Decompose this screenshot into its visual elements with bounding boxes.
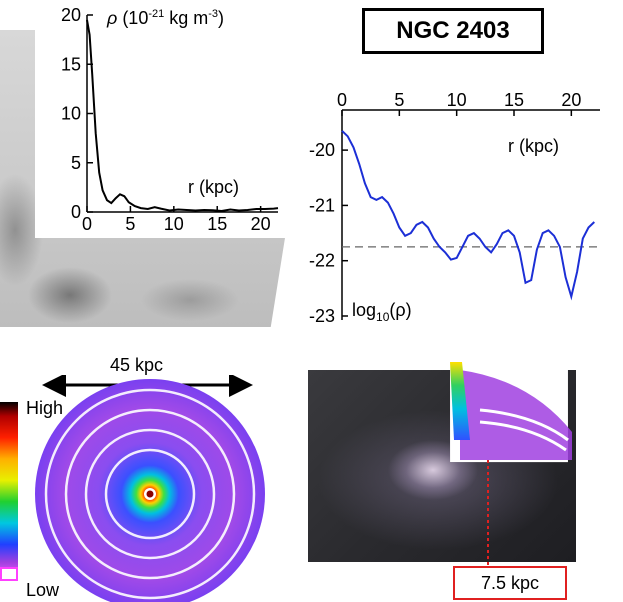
density-y-tick-label: 15 bbox=[61, 54, 81, 74]
log-y-tick-label: -20 bbox=[309, 140, 335, 160]
log-xlabel: r (kpc) bbox=[508, 136, 559, 156]
log-y-tick-label: -23 bbox=[309, 306, 335, 326]
disk-ring bbox=[104, 448, 196, 540]
figure-title: NGC 2403 bbox=[362, 8, 544, 54]
log-x-tick-label: 10 bbox=[447, 90, 467, 110]
log-x-tick-label: 15 bbox=[504, 90, 524, 110]
density-x-tick-label: 20 bbox=[251, 214, 271, 234]
log-x-tick-label: 5 bbox=[394, 90, 404, 110]
log-density-plot: -20 -21 -22 -23 0 5 10 15 20 r (kpc) log10(ρ) bbox=[309, 90, 600, 326]
density-xlabel: r (kpc) bbox=[188, 177, 239, 197]
density-plot: 20 15 10 5 0 0 5 10 15 20 ρ (10-21 kg m-3) r (kp… bbox=[35, 0, 285, 238]
density-y-tick-label: 5 bbox=[71, 153, 81, 173]
disk-ring bbox=[84, 428, 216, 560]
density-y-tick-label: 20 bbox=[61, 5, 81, 25]
disk-core bbox=[146, 490, 154, 498]
density-x-tick-label: 5 bbox=[125, 214, 135, 234]
density-y-tick-label: 10 bbox=[61, 104, 81, 124]
overlay-ring bbox=[479, 408, 569, 442]
photo-overlay bbox=[450, 362, 572, 460]
log-y-tick-label: -22 bbox=[309, 251, 335, 271]
colorbar-high-label: High bbox=[26, 398, 64, 418]
colorbar-low-label: Low bbox=[26, 580, 60, 600]
density-y-tick-label: 0 bbox=[71, 202, 81, 222]
log-ylabel: log10(ρ) bbox=[352, 300, 412, 324]
density-curve bbox=[86, 19, 279, 213]
log-x-tick-label: 20 bbox=[561, 90, 581, 110]
disk-panel bbox=[0, 375, 265, 602]
log-y-tick-label: -21 bbox=[309, 195, 335, 215]
density-x-tick-label: 15 bbox=[207, 214, 227, 234]
density-ylabel: ρ (10-21 kg m-3) bbox=[106, 8, 224, 28]
log-x-tick-label: 0 bbox=[337, 90, 347, 110]
density-x-tick-label: 0 bbox=[82, 214, 92, 234]
photo-scale-line bbox=[487, 460, 489, 566]
disk-scale-label: 45 kpc bbox=[110, 355, 164, 375]
density-plot-background bbox=[35, 0, 285, 238]
disk-ring bbox=[44, 388, 256, 600]
colorbar bbox=[0, 402, 18, 580]
overlay-ring bbox=[479, 420, 567, 452]
density-x-tick-label: 10 bbox=[164, 214, 184, 234]
photo-scale-label: 7.5 kpc bbox=[453, 566, 567, 600]
log-density-curve bbox=[341, 130, 595, 301]
colorbar-low-swatch bbox=[0, 567, 18, 581]
disk-rings bbox=[44, 388, 256, 600]
disk-ring bbox=[64, 408, 236, 580]
overlay-peak bbox=[450, 362, 470, 440]
